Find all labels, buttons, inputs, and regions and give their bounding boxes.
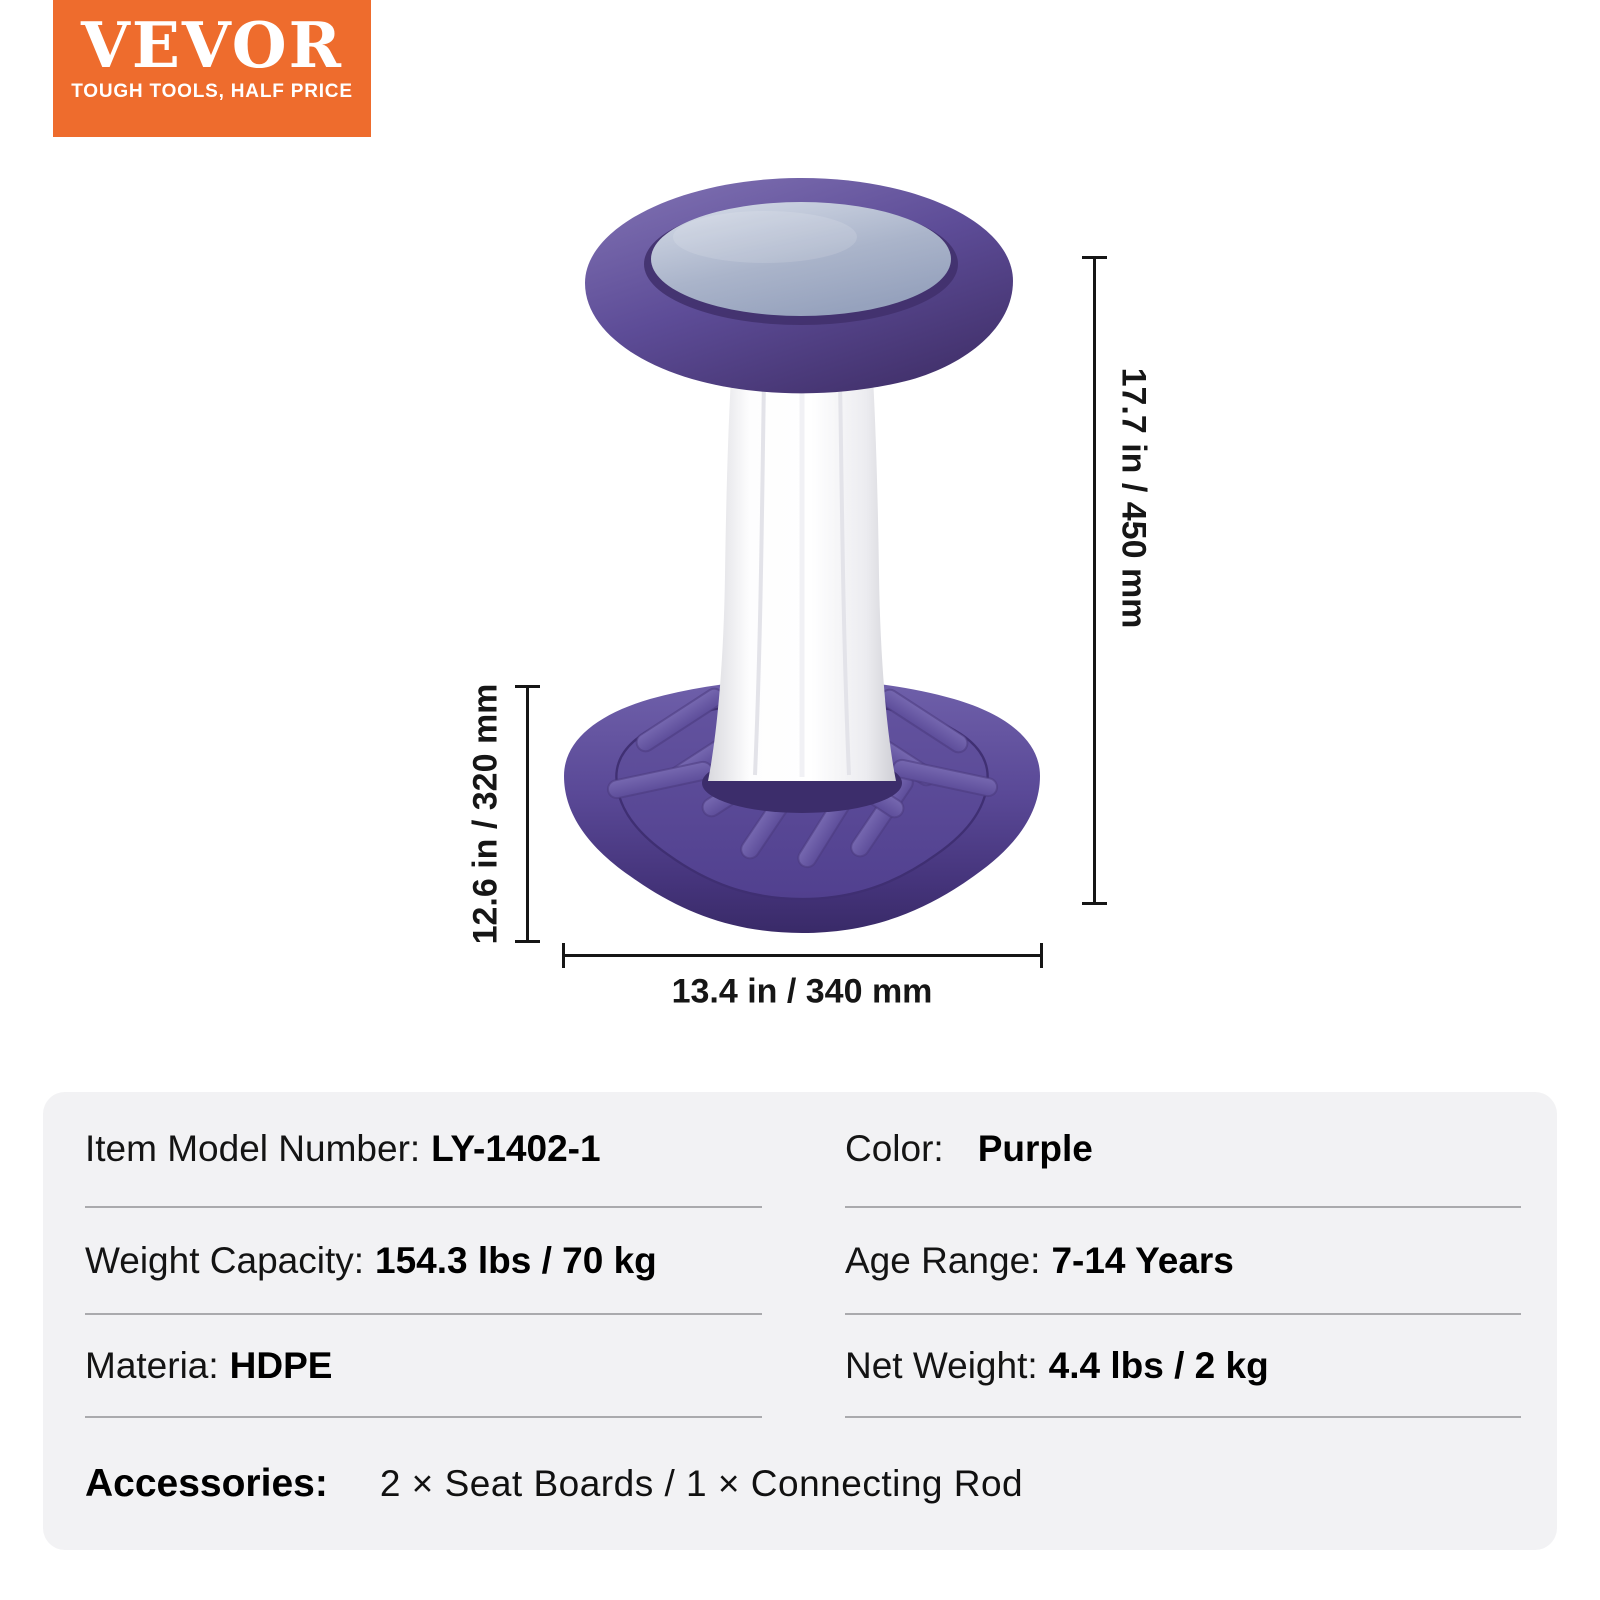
spec-label: Item Model Number: <box>85 1128 421 1169</box>
spec-value: 154.3 lbs / 70 kg <box>375 1239 657 1281</box>
spec-row-model: Item Model Number: LY-1402-1 <box>85 1092 762 1208</box>
vevor-logo: VEVOR TOUGH TOOLS, HALF PRICE <box>53 0 371 137</box>
side-dimension-label: 12.6 in / 320 mm <box>466 683 505 945</box>
spec-column-left: Item Model Number: LY-1402-1 Weight Capa… <box>85 1092 762 1418</box>
spec-value: 4.4 lbs / 2 kg <box>1048 1344 1269 1386</box>
spec-value: Purple <box>977 1128 1093 1169</box>
spec-label: Color: <box>845 1128 944 1169</box>
spec-row-age-range: Age Range: 7-14 Years <box>845 1208 1521 1315</box>
side-dimension-line <box>515 685 540 943</box>
spec-row-weight-capacity: Weight Capacity: 154.3 lbs / 70 kg <box>85 1208 762 1315</box>
brand-name: VEVOR <box>81 8 343 82</box>
spec-row-net-weight: Net Weight: 4.4 lbs / 2 kg <box>845 1315 1521 1418</box>
spec-value: LY-1402-1 <box>431 1128 601 1169</box>
width-dimension-label: 13.4 in / 340 mm <box>671 972 933 1011</box>
spec-panel: Item Model Number: LY-1402-1 Weight Capa… <box>43 1092 1557 1550</box>
spec-value: HDPE <box>229 1344 333 1386</box>
spec-row-accessories: Accessories: 2 × Seat Boards / 1 × Conne… <box>85 1418 1515 1550</box>
spec-label: Materia: <box>85 1344 219 1386</box>
brand-tagline: TOUGH TOOLS, HALF PRICE <box>71 81 353 103</box>
seat-top-board <box>651 202 951 316</box>
spec-value: 7-14 Years <box>1051 1239 1234 1281</box>
spec-row-material: Materia: HDPE <box>85 1315 762 1418</box>
stool-base <box>564 664 1040 933</box>
width-dimension-line <box>562 943 1043 968</box>
accessories-value: 2 × Seat Boards / 1 × Connecting Rod <box>379 1463 1024 1504</box>
stool-seat <box>585 177 1013 394</box>
height-dimension-label: 17.7 in / 450 mm <box>1114 367 1153 629</box>
accessories-label: Accessories: <box>85 1462 328 1505</box>
spec-label: Weight Capacity: <box>85 1239 364 1281</box>
spec-label: Age Range: <box>845 1239 1041 1281</box>
stool-pedestal <box>708 360 896 781</box>
spec-label: Net Weight: <box>845 1344 1038 1386</box>
spec-column-right: Color: Purple Age Range: 7-14 Years Net … <box>845 1092 1521 1418</box>
spec-row-color: Color: Purple <box>845 1092 1521 1208</box>
height-dimension-line <box>1082 256 1107 905</box>
wobble-stool-illustration <box>564 177 1040 933</box>
